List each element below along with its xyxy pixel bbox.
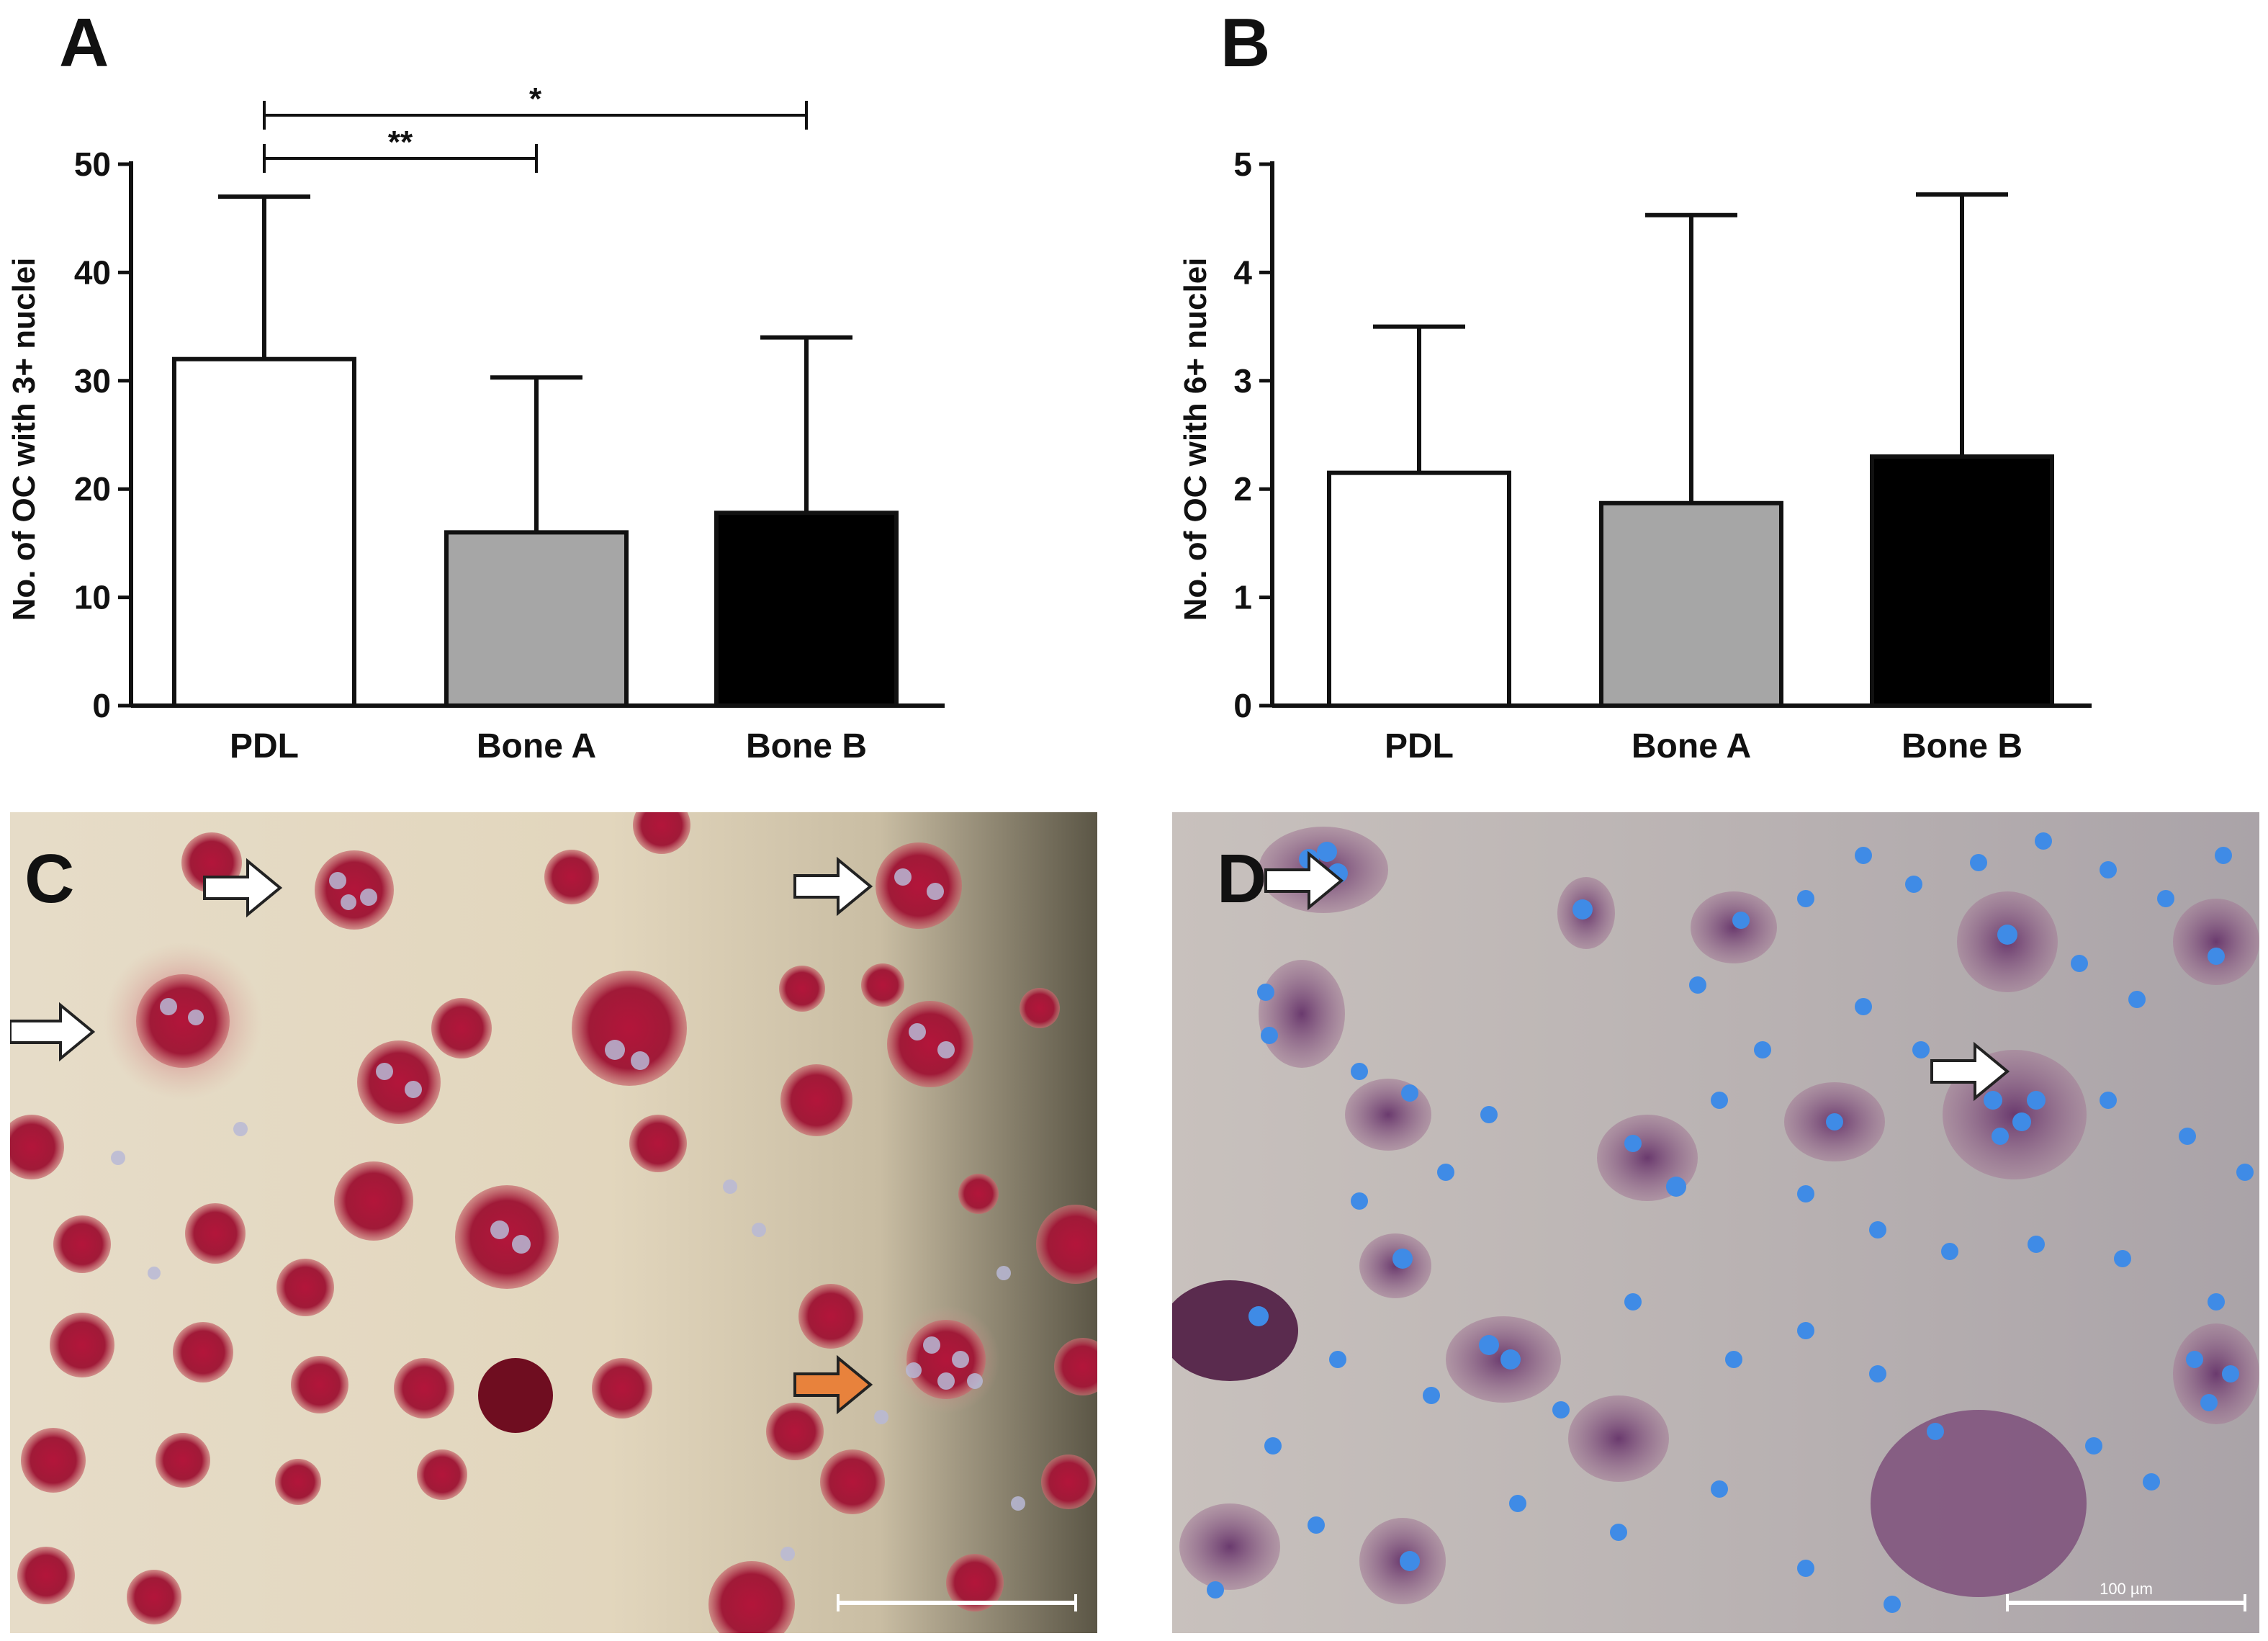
significance-label: * xyxy=(529,81,542,117)
y-tick-label: 50 xyxy=(74,145,111,183)
y-tick-label: 0 xyxy=(1233,687,1252,724)
bar-pdl xyxy=(172,356,356,708)
category-label: PDL xyxy=(230,727,299,765)
scale-label-d: 100 µm xyxy=(2100,1580,2153,1598)
arrow-orange xyxy=(793,1354,873,1415)
y-axis-label-a: No. of OC with 3+ nuclei xyxy=(6,258,42,621)
bar-bone-a xyxy=(1599,500,1783,708)
y-tick-label: 5 xyxy=(1233,145,1252,183)
cells-c xyxy=(10,812,1097,1633)
chart-a: A No. of OC with 3+ nuclei 0 10 20 30 40 50 PD… xyxy=(6,4,945,765)
bar-bone-b xyxy=(714,511,899,709)
arrow-white-d2 xyxy=(1930,1041,2010,1102)
panel-label-a: A xyxy=(59,4,109,81)
bar-bone-b xyxy=(1870,454,2054,709)
y-tick-label: 20 xyxy=(74,470,111,508)
y-tick-label: 30 xyxy=(74,362,111,400)
arrow-white-d1 xyxy=(1264,850,1344,911)
bar-bone-a xyxy=(444,530,629,708)
bar-pdl xyxy=(1327,470,1511,708)
category-label: Bone A xyxy=(477,727,596,765)
nuclei-c xyxy=(111,868,1025,1561)
y-tick-label: 4 xyxy=(1233,253,1252,291)
y-tick-label: 2 xyxy=(1233,470,1252,508)
category-label: Bone B xyxy=(746,727,867,765)
micrograph-c: C xyxy=(10,812,1097,1633)
significance-label: ** xyxy=(388,125,413,160)
micrograph-d: 100 µm D xyxy=(1172,812,2259,1633)
y-axis-label-b: No. of OC with 6+ nuclei xyxy=(1178,258,1213,621)
arrow-white-3 xyxy=(10,1002,96,1062)
chart-b: B No. of OC with 6+ nuclei 0 1 2 3 4 5 PDL Bone… xyxy=(1178,4,2092,765)
category-label: PDL xyxy=(1385,727,1454,765)
category-label: Bone B xyxy=(1902,727,2022,765)
y-tick-label: 10 xyxy=(74,579,111,616)
y-tick-label: 40 xyxy=(74,253,111,291)
nuclei-d xyxy=(1207,832,2254,1613)
y-tick-label: 0 xyxy=(92,687,111,724)
panel-label-c: C xyxy=(24,840,74,917)
arrow-white-1 xyxy=(203,858,283,918)
arrow-white-2 xyxy=(793,856,873,917)
y-tick-label: 3 xyxy=(1233,362,1252,400)
y-tick-label: 1 xyxy=(1233,579,1252,616)
panel-label-d: D xyxy=(1217,840,1266,917)
category-label: Bone A xyxy=(1632,727,1751,765)
panel-label-b: B xyxy=(1220,4,1270,81)
